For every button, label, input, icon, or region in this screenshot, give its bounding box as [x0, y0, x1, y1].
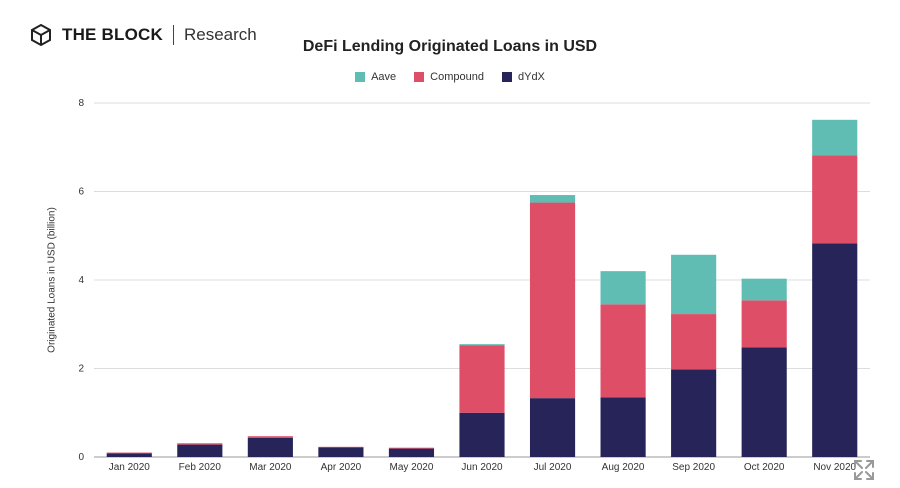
- y-tick-label: 8: [78, 98, 84, 109]
- bar-dydx-nov-2020[interactable]: [812, 243, 858, 457]
- bar-aave-nov-2020[interactable]: [812, 119, 858, 156]
- brand-subtitle: Research: [183, 25, 257, 44]
- bar-dydx-jan-2020[interactable]: [106, 453, 152, 457]
- bar-compound-jun-2020[interactable]: [459, 345, 505, 413]
- brand-divider: [172, 25, 174, 45]
- x-tick-label: Jul 2020: [534, 462, 572, 473]
- brand: THE BLOCK Research: [30, 24, 257, 46]
- legend-label-compound: Compound: [430, 71, 484, 83]
- bar-dydx-feb-2020[interactable]: [177, 444, 223, 457]
- bar-dydx-apr-2020[interactable]: [318, 447, 364, 457]
- x-tick-label: Nov 2020: [813, 462, 856, 473]
- x-tick-label: Mar 2020: [249, 462, 292, 473]
- legend-label-dydx: dYdX: [517, 71, 545, 83]
- chart-title: DeFi Lending Originated Loans in USD: [302, 38, 598, 55]
- bar-compound-jan-2020[interactable]: [106, 452, 152, 454]
- chart-legend: Aave Compound dYdX: [0, 71, 900, 83]
- bar-compound-sep-2020[interactable]: [671, 314, 717, 370]
- bar-aave-jul-2020[interactable]: [529, 195, 576, 203]
- bar-dydx-aug-2020[interactable]: [600, 397, 646, 457]
- x-tick-label: Apr 2020: [321, 462, 362, 473]
- x-tick-label: Jun 2020: [461, 462, 503, 473]
- bar-dydx-may-2020[interactable]: [388, 448, 435, 457]
- legend-swatch-dydx: [501, 72, 512, 82]
- cube-logo-icon: [31, 24, 51, 46]
- bar-dydx-jul-2020[interactable]: [529, 398, 576, 457]
- bar-compound-feb-2020[interactable]: [177, 443, 223, 445]
- legend-swatch-aave: [355, 72, 366, 82]
- bar-aave-aug-2020[interactable]: [600, 271, 646, 305]
- bar-aave-jun-2020[interactable]: [459, 344, 505, 346]
- ticks-layer: 0 2 4 6 8 Jan 2020 Feb 2020 Mar 2020 Apr 2020 May…: [78, 98, 856, 473]
- x-tick-label: May 2020: [389, 462, 433, 473]
- bar-compound-may-2020[interactable]: [388, 447, 435, 449]
- x-tick-label: Oct 2020: [744, 462, 785, 473]
- x-tick-label: Aug 2020: [602, 462, 645, 473]
- bar-compound-nov-2020[interactable]: [812, 155, 858, 244]
- bar-dydx-oct-2020[interactable]: [741, 347, 787, 457]
- bar-aave-sep-2020[interactable]: [671, 254, 717, 315]
- bar-dydx-sep-2020[interactable]: [671, 369, 717, 457]
- x-tick-label: Jan 2020: [109, 462, 151, 473]
- x-tick-label: Sep 2020: [672, 462, 715, 473]
- legend-item-dydx[interactable]: dYdX: [501, 71, 545, 83]
- bar-dydx-mar-2020[interactable]: [247, 437, 293, 457]
- brand-name: THE BLOCK: [62, 25, 163, 44]
- y-tick-label: 2: [78, 364, 84, 375]
- bar-aave-oct-2020[interactable]: [741, 278, 787, 301]
- bar-compound-aug-2020[interactable]: [600, 304, 646, 398]
- legend-item-compound[interactable]: Compound: [414, 71, 484, 83]
- bar-compound-jul-2020[interactable]: [529, 202, 576, 399]
- y-tick-label: 6: [78, 187, 84, 198]
- x-tick-label: Feb 2020: [179, 462, 222, 473]
- y-tick-label: 4: [78, 275, 84, 286]
- bar-compound-mar-2020[interactable]: [247, 436, 293, 438]
- legend-label-aave: Aave: [371, 71, 397, 83]
- legend-item-aave[interactable]: Aave: [355, 71, 396, 83]
- y-tick-label: 0: [78, 452, 84, 463]
- bars-layer: [106, 119, 858, 457]
- expand-icon[interactable]: [852, 458, 876, 482]
- bar-compound-oct-2020[interactable]: [741, 300, 787, 348]
- bar-dydx-jun-2020[interactable]: [459, 412, 505, 457]
- legend-swatch-compound: [414, 72, 425, 82]
